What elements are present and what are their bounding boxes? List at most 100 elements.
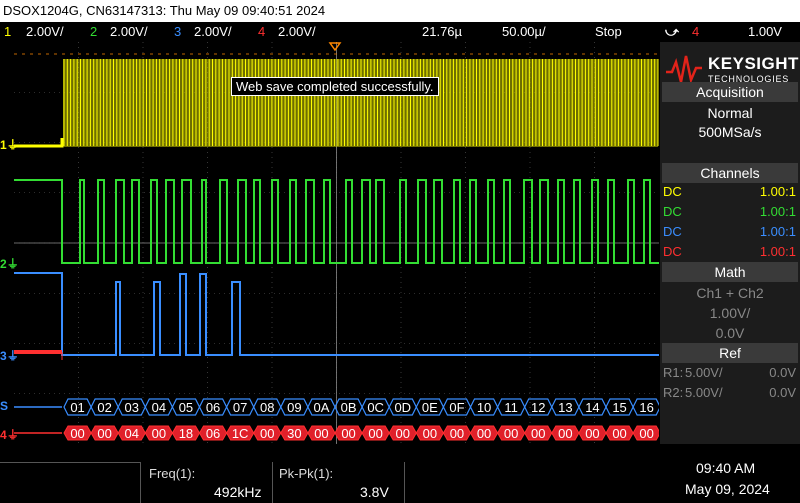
serial-bus-marker[interactable]: S — [0, 399, 9, 413]
pkpk-label[interactable]: Pk-Pk(1): — [279, 466, 334, 481]
decode-data-text: 00 — [531, 426, 545, 441]
ch1-trace — [14, 59, 659, 148]
waveform-display[interactable]: 01 02 03 04 05 06 07 08 09 0A 0B 0C 0D 0E 0F 10 11 12 13 14… — [14, 42, 659, 444]
decode-addr: 01 — [70, 400, 84, 415]
ref-scale: 5.00V/ — [685, 365, 723, 380]
acquisition-mode: Normal — [707, 105, 753, 121]
decode-data-text: 18 — [179, 426, 193, 441]
keysight-logo: KEYSIGHT TECHNOLOGIES — [666, 50, 798, 90]
freq-value: 492kHz — [214, 484, 262, 500]
decode-data-text: 30 — [287, 426, 301, 441]
channels-header[interactable]: Channels — [662, 163, 798, 183]
decode-data-text: 00 — [558, 426, 572, 441]
math-scale: 1.00V/ — [709, 305, 751, 321]
probe-ratio: 1.00:1 — [759, 184, 796, 199]
decode-data-text: 00 — [97, 426, 111, 441]
decode-addr: 0F — [449, 400, 464, 415]
run-state[interactable]: Stop — [595, 24, 622, 39]
decode-addr: 16 — [639, 400, 653, 415]
ch3-number[interactable]: 3 — [174, 24, 182, 39]
decode-addr: 0B — [341, 400, 357, 415]
rising-edge-icon: ⤻ — [665, 24, 679, 39]
decode-data-text: 00 — [477, 426, 491, 441]
decode-packet — [632, 398, 659, 416]
decode-data-text: 00 — [585, 426, 599, 441]
coupling: DC — [663, 204, 682, 219]
ref-offset: 0.0V — [769, 385, 796, 400]
ch2-ground-marker[interactable]: 2⏚ — [0, 257, 19, 271]
ref-header[interactable]: Ref — [662, 343, 798, 363]
decode-addr: 15 — [612, 400, 626, 415]
ref-scale: 5.00V/ — [685, 385, 723, 400]
decode-data-text: 00 — [341, 426, 355, 441]
decode-data-text: 00 — [423, 426, 437, 441]
decode-addr: 11 — [504, 400, 518, 415]
ref-name: R2: — [663, 385, 684, 400]
decode-data-text: 00 — [368, 426, 382, 441]
brand-sub: TECHNOLOGIES — [708, 74, 790, 84]
decode-data-text: 1C — [232, 426, 249, 441]
trigger-position-marker — [328, 42, 342, 52]
decode-addr: 06 — [206, 400, 220, 415]
ch2-number[interactable]: 2 — [90, 24, 98, 39]
decode-data-text: 00 — [70, 426, 84, 441]
decode-addr: 12 — [531, 400, 545, 415]
ch4-ground-marker[interactable]: 4⏚ — [0, 428, 19, 442]
freq-label[interactable]: Freq(1): — [149, 466, 196, 481]
probe-ratio: 1.00:1 — [759, 204, 796, 219]
coupling: DC — [663, 244, 682, 259]
ch3-scale[interactable]: 2.00V/ — [194, 24, 232, 39]
decode-addr: 10 — [477, 400, 491, 415]
ch4-number[interactable]: 4 — [258, 24, 266, 39]
decode-addr: 0E — [422, 400, 438, 415]
decode-data-text: 00 — [639, 426, 653, 441]
sample-rate: 500MSa/s — [698, 124, 762, 140]
keysight-wave-icon — [666, 55, 702, 84]
math-offset: 0.0V — [715, 325, 745, 341]
ch1-scale[interactable]: 2.00V/ — [26, 24, 64, 39]
decode-data-text: 00 — [396, 426, 410, 441]
ref-offset: 0.0V — [769, 365, 796, 380]
ch1-number[interactable]: 1 — [4, 24, 12, 39]
decode-addr: 14 — [585, 400, 599, 415]
decode-data-text: 04 — [125, 426, 139, 441]
probe-ratio: 1.00:1 — [759, 224, 796, 239]
decode-data-text: 00 — [612, 426, 626, 441]
decode-addr: 04 — [152, 400, 166, 415]
ch2-scale[interactable]: 2.00V/ — [110, 24, 148, 39]
ch3-trace — [14, 272, 659, 356]
timebase-scale[interactable]: 50.00µ/ — [502, 24, 546, 39]
trigger-level[interactable]: 1.00V — [748, 24, 782, 39]
decode-data-text: 06 — [206, 426, 220, 441]
decode-addr: 07 — [233, 400, 247, 415]
ch4-marker-label: 4 — [0, 428, 7, 442]
decode-addr: 03 — [125, 400, 139, 415]
decode-addr: 0D — [394, 400, 411, 415]
math-function: Ch1 + Ch2 — [696, 285, 764, 301]
trigger-delay[interactable]: 21.76µ — [422, 24, 463, 39]
decode-addr: 0A — [313, 400, 329, 415]
ch1-ground-marker[interactable]: 1⏚ — [0, 138, 19, 152]
acquisition-header[interactable]: Acquisition — [662, 82, 798, 102]
ch1-marker-label: 1 — [0, 138, 7, 152]
trigger-source[interactable]: 4 — [692, 24, 700, 39]
ch2-marker-label: 2 — [0, 257, 7, 271]
measurement-bar: Freq(1): 492kHz Pk-Pk(1): 3.8V 09:40 AM … — [0, 446, 800, 503]
window-title: DSOX1204G, CN63147313: Thu May 09 09:40:… — [0, 0, 800, 22]
side-panel: KEYSIGHT TECHNOLOGIES Acquisition Normal… — [660, 42, 800, 444]
ref-name: R1: — [663, 365, 684, 380]
probe-ratio: 1.00:1 — [759, 244, 796, 259]
math-header[interactable]: Math — [662, 262, 798, 282]
coupling: DC — [663, 224, 682, 239]
coupling: DC — [663, 184, 682, 199]
ch3-ground-marker[interactable]: 3⏚ — [0, 349, 19, 363]
ch4-trace — [14, 350, 63, 360]
pkpk-value: 3.8V — [360, 484, 389, 500]
decode-data-text: 00 — [450, 426, 464, 441]
decode-data-text: 00 — [260, 426, 274, 441]
decode-addr: 13 — [558, 400, 572, 415]
ch4-scale[interactable]: 2.00V/ — [278, 24, 316, 39]
decode-addr: 02 — [97, 400, 111, 415]
clock-date: May 09, 2024 — [685, 481, 770, 497]
save-toast: Web save completed successfully. — [231, 77, 439, 96]
